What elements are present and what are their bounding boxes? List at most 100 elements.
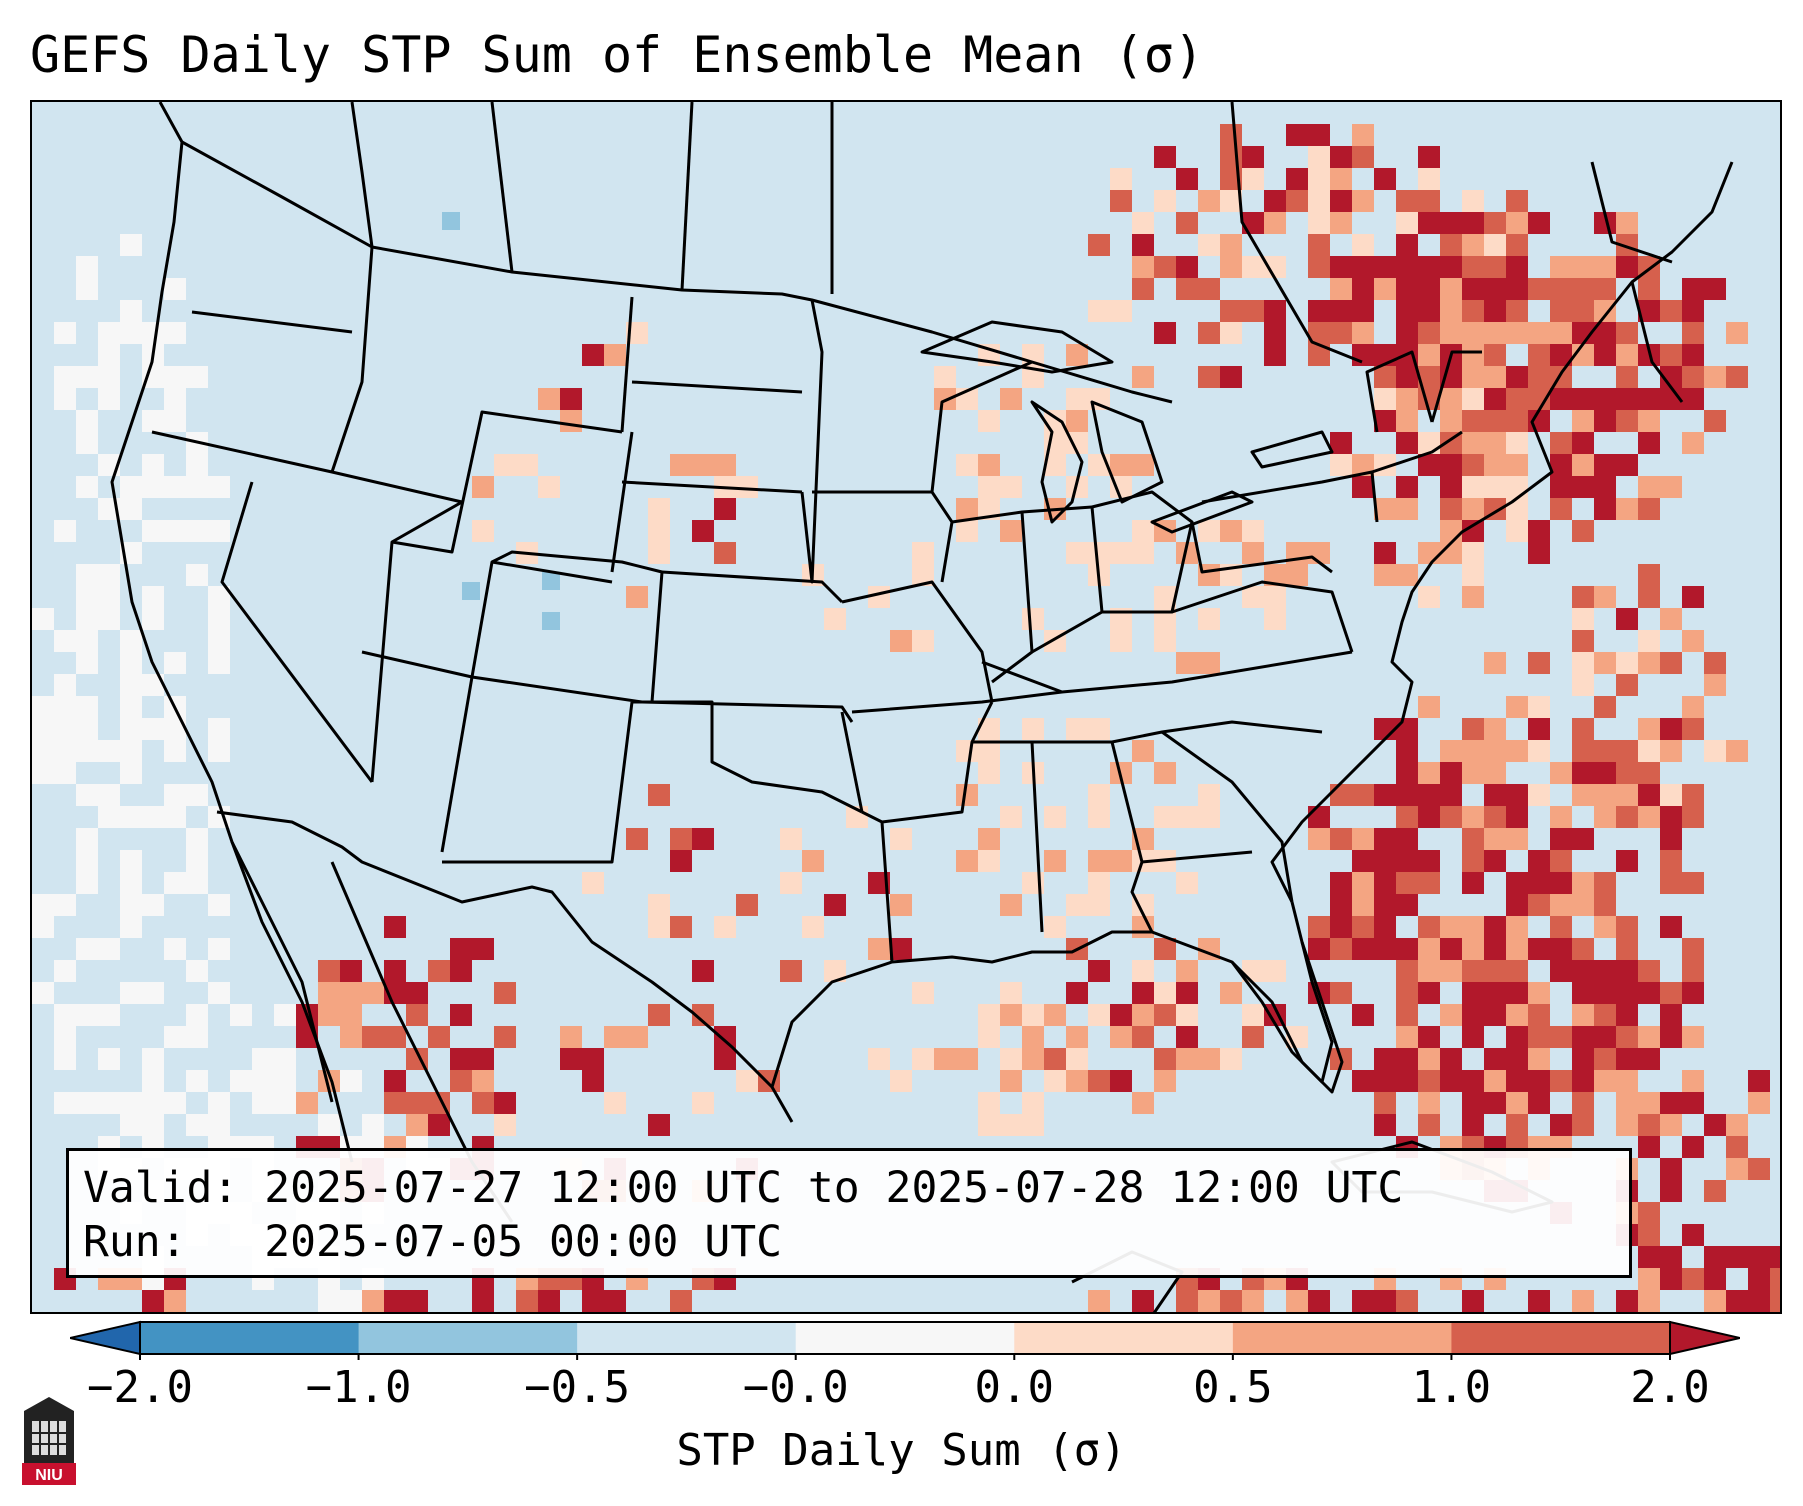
- stp-cell: [1572, 1092, 1594, 1114]
- stp-cell: [1330, 432, 1352, 454]
- stp-cell: [142, 1114, 164, 1136]
- florida: [1230, 941, 1344, 1094]
- stp-cell: [340, 1026, 362, 1048]
- east-coastline: [1270, 161, 1734, 903]
- stp-cell: [956, 498, 978, 520]
- stp-cell: [384, 1070, 406, 1092]
- stp-cell: [1110, 1026, 1132, 1048]
- stp-cell: [1374, 1114, 1396, 1136]
- stp-cell: [98, 1004, 120, 1026]
- stp-cell: [1132, 212, 1154, 234]
- stp-cell: [1374, 718, 1396, 740]
- stp-cell: [1088, 806, 1110, 828]
- stp-cell: [1682, 1026, 1704, 1048]
- stp-cell: [76, 476, 98, 498]
- stp-cell: [582, 1070, 604, 1092]
- stp-cell: [1044, 916, 1066, 938]
- stp-cell: [1572, 520, 1594, 542]
- stp-cell: [1660, 344, 1682, 366]
- stp-cell: [1286, 1312, 1308, 1314]
- stp-cell: [472, 1290, 494, 1312]
- stp-cell: [186, 1004, 208, 1026]
- stp-cell: [1000, 476, 1022, 498]
- stp-cell: [76, 938, 98, 960]
- stp-cell: [1550, 894, 1572, 916]
- stp-cell: [1660, 1180, 1682, 1202]
- stp-cell: [1550, 344, 1572, 366]
- stp-cell: [1242, 520, 1264, 542]
- stp-cell: [1594, 256, 1616, 278]
- stp-cell: [472, 476, 494, 498]
- stp-cell: [1528, 784, 1550, 806]
- stp-cell: [428, 960, 450, 982]
- stp-cell: [626, 828, 648, 850]
- stp-cell: [1528, 1092, 1550, 1114]
- colorbar-segment: [795, 1322, 1015, 1354]
- stp-cell: [516, 1312, 538, 1314]
- stp-cell: [1484, 828, 1506, 850]
- stp-cell: [1132, 1312, 1154, 1314]
- stp-cell: [1704, 1114, 1726, 1136]
- stp-cell: [208, 608, 230, 630]
- stp-cell: [1418, 344, 1440, 366]
- stp-cell: [1550, 806, 1572, 828]
- stp-cell: [1594, 300, 1616, 322]
- stp-cell: [1418, 586, 1440, 608]
- stp-cell: [1550, 454, 1572, 476]
- stp-cell: [1220, 322, 1242, 344]
- stp-cell: [32, 762, 54, 784]
- stp-cell: [1572, 608, 1594, 630]
- stp-cell: [1704, 1180, 1726, 1202]
- stp-cell: [1462, 982, 1484, 1004]
- stp-cell: [1308, 234, 1330, 256]
- stp-cell: [164, 784, 186, 806]
- colorbar-tick-label: −2.0: [87, 1362, 193, 1413]
- stp-cell: [1440, 454, 1462, 476]
- stp-cell: [1242, 542, 1264, 564]
- stp-cell: [1374, 938, 1396, 960]
- stp-cell: [1286, 1290, 1308, 1312]
- stp-cell: [120, 696, 142, 718]
- stp-cell: [1594, 916, 1616, 938]
- stp-cell: [142, 586, 164, 608]
- stp-cell: [1484, 432, 1506, 454]
- stp-cell: [1748, 1158, 1770, 1180]
- stp-cell: [142, 608, 164, 630]
- stp-cell: [1396, 894, 1418, 916]
- stp-cell: [340, 982, 362, 1004]
- stp-cell: [1506, 300, 1528, 322]
- stp-cell: [978, 762, 1000, 784]
- stp-cell: [1176, 652, 1198, 674]
- stp-cell: [76, 784, 98, 806]
- stp-cell: [142, 1048, 164, 1070]
- stp-cell: [648, 894, 670, 916]
- stp-cell: [76, 850, 98, 872]
- stp-cell: [76, 1004, 98, 1026]
- stp-cell: [1594, 894, 1616, 916]
- stp-cell: [98, 806, 120, 828]
- stp-cell: [1088, 718, 1110, 740]
- stp-cell: [714, 542, 736, 564]
- stp-cell: [1132, 740, 1154, 762]
- stp-cell: [76, 828, 98, 850]
- stp-cell: [1132, 1092, 1154, 1114]
- stp-cell: [1506, 432, 1528, 454]
- stp-cell: [32, 916, 54, 938]
- stp-cell: [1176, 1290, 1198, 1312]
- stp-cell: [1088, 960, 1110, 982]
- stp-cell: [472, 520, 494, 542]
- stp-cell: [54, 762, 76, 784]
- stp-cell: [428, 1026, 450, 1048]
- stp-cell: [1088, 1004, 1110, 1026]
- stp-cell: [1440, 432, 1462, 454]
- stp-cell: [1616, 388, 1638, 410]
- stp-cell: [462, 582, 480, 600]
- colorbar-extend-min: [70, 1320, 141, 1356]
- stp-cell: [1528, 740, 1550, 762]
- stp-cell: [1572, 828, 1594, 850]
- stp-cell: [208, 1092, 230, 1114]
- stp-cell: [1550, 432, 1572, 454]
- stp-cell: [164, 652, 186, 674]
- stp-cell: [54, 718, 76, 740]
- stp-cell: [1308, 212, 1330, 234]
